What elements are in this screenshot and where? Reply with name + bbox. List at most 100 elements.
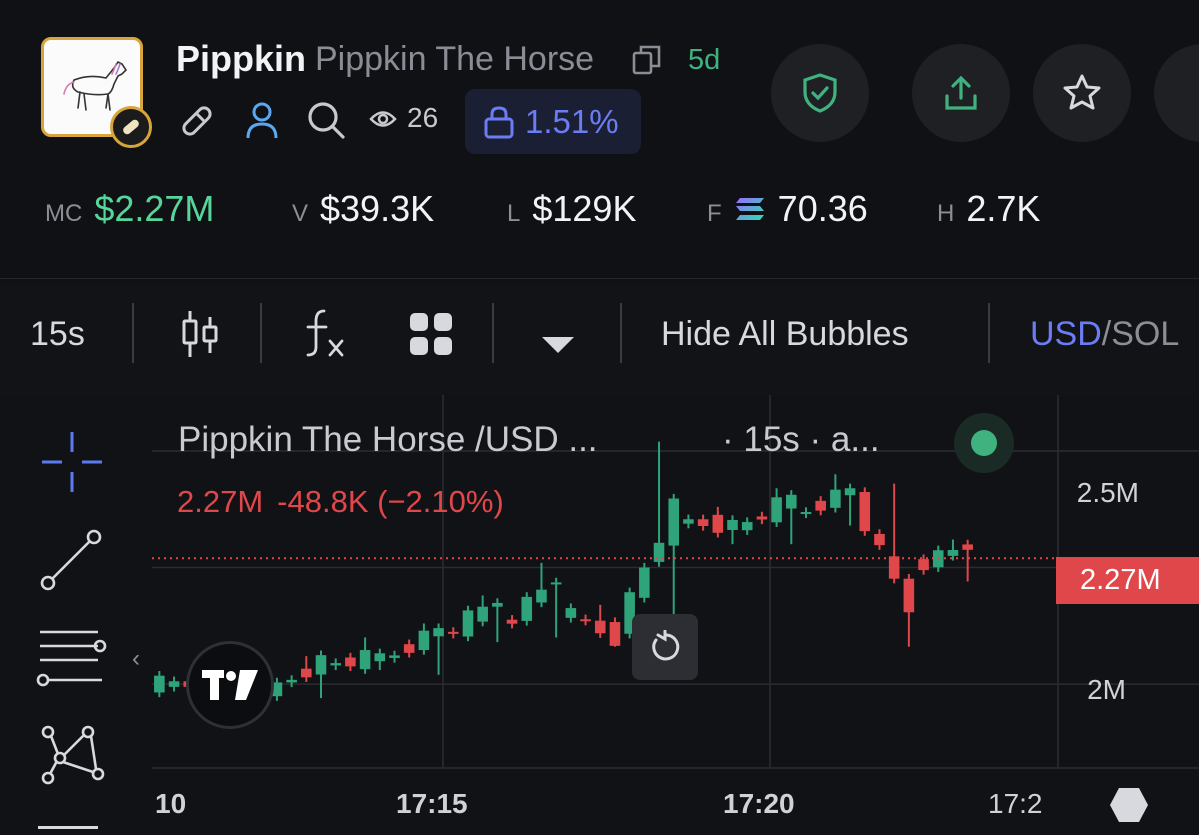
candle-body — [609, 622, 621, 646]
candle-body — [844, 488, 856, 496]
candle-body — [624, 592, 635, 634]
candle-body — [800, 512, 812, 515]
collapse-toolbar-icon[interactable]: ‹ — [132, 645, 140, 672]
toolbar-separator — [492, 303, 494, 363]
candle-body — [683, 519, 694, 524]
candle-body — [389, 655, 400, 658]
lock-icon — [484, 105, 514, 138]
stat-label: L — [507, 200, 521, 227]
currency-toggle[interactable]: USD/SOL — [1030, 315, 1179, 354]
candle-body — [403, 644, 415, 653]
candle-body — [271, 682, 283, 697]
y-axis-label: 2.5M — [1076, 477, 1139, 508]
candle-body — [918, 559, 929, 571]
stat-market-cap: MC $2.27M — [45, 188, 214, 230]
tradingview-logo-icon[interactable] — [186, 641, 274, 729]
dev-user-icon[interactable] — [244, 100, 280, 145]
upload-icon — [945, 75, 977, 110]
candle-body — [345, 657, 356, 667]
header-divider — [0, 278, 1199, 279]
stat-value: 2.7K — [966, 188, 1041, 229]
stat-value: $39.3K — [320, 188, 435, 229]
share-button[interactable] — [912, 44, 1010, 142]
candle-body — [550, 582, 562, 585]
trend-line-tool-icon[interactable] — [38, 527, 104, 598]
search-icon[interactable] — [306, 100, 346, 145]
stat-label: V — [292, 200, 309, 227]
candle-body — [771, 497, 782, 523]
legend-change: -48.8K (−2.10%) — [277, 484, 504, 519]
candle-body — [154, 675, 165, 693]
interval-selector[interactable]: 15s — [30, 315, 85, 353]
currency-sol: SOL — [1111, 315, 1180, 353]
candle-body — [962, 544, 973, 550]
candle-body — [653, 542, 665, 562]
candle-body — [477, 606, 488, 622]
chart-settings-icon[interactable] — [1108, 786, 1150, 829]
chart-subtitle: · 15s · a... — [722, 420, 880, 459]
candle-body — [580, 619, 591, 622]
stat-value: 70.36 — [777, 188, 868, 229]
candle-body — [286, 679, 297, 683]
locked-percent: 1.51% — [525, 102, 619, 140]
candle-body — [301, 668, 312, 678]
candle-body — [786, 494, 797, 509]
indicators-icon[interactable] — [304, 307, 348, 368]
fib-tool-icon[interactable] — [34, 626, 108, 693]
candle-body — [668, 498, 680, 546]
copy-icon[interactable] — [632, 44, 662, 81]
current-price-tag: 2.27M — [1056, 557, 1199, 604]
candle-body — [741, 522, 753, 531]
more-tools-indicator — [38, 826, 98, 829]
token-avatar[interactable] — [41, 37, 143, 137]
candlestick-chart[interactable] — [0, 395, 1199, 835]
stat-volume: V $39.3K — [292, 188, 434, 230]
candle-body — [947, 550, 959, 556]
currency-usd: USD — [1030, 315, 1102, 353]
reset-chart-button[interactable] — [632, 614, 698, 680]
stat-liquidity: L $129K — [507, 188, 636, 230]
pattern-tool-icon[interactable] — [38, 724, 108, 793]
shield-check-icon — [803, 73, 837, 113]
candle-body — [492, 602, 503, 607]
x-axis-label: 17:20 — [723, 788, 795, 819]
chevron-down-icon[interactable] — [540, 325, 576, 364]
candle-body — [712, 514, 724, 533]
toolbar-separator — [620, 303, 622, 363]
partial-icon — [1183, 73, 1199, 113]
more-action-button[interactable] — [1154, 44, 1199, 142]
candle-body — [697, 519, 709, 527]
locked-supply-badge[interactable]: 1.51% — [465, 89, 641, 154]
candle-body — [888, 556, 900, 579]
candle-body — [815, 500, 826, 511]
market-status-indicator[interactable] — [954, 413, 1014, 473]
link-icon[interactable] — [178, 102, 216, 145]
live-dot — [971, 430, 997, 456]
candle-body — [536, 589, 547, 603]
favorite-button[interactable] — [1033, 44, 1131, 142]
horse-image — [63, 60, 128, 111]
candle-body — [433, 628, 444, 637]
refresh-icon — [652, 630, 680, 661]
toolbar-separator — [132, 303, 134, 363]
stat-holders: H 2.7K — [937, 188, 1040, 230]
candle-body — [874, 533, 885, 546]
security-check-button[interactable] — [771, 44, 869, 142]
toolbar-separator — [988, 303, 990, 363]
stat-label: H — [937, 200, 955, 227]
x-axis-label: 17:2 — [988, 788, 1043, 819]
candle-body — [565, 608, 577, 618]
crosshair-tool-icon[interactable] — [40, 430, 104, 499]
currency-separator: / — [1101, 315, 1112, 353]
pill-badge-icon — [110, 106, 152, 148]
candle-body — [859, 491, 871, 532]
candle-type-icon[interactable] — [180, 309, 220, 368]
candle-body — [506, 619, 518, 624]
chart-legend: 2.27M -48.8K (−2.10%) — [177, 484, 518, 520]
toolbar-separator — [260, 303, 262, 363]
x-axis-label: 10 — [155, 788, 187, 819]
hide-bubbles-button[interactable]: Hide All Bubbles — [661, 315, 909, 353]
token-symbol: Pippkin — [176, 38, 307, 79]
candle-body — [830, 489, 841, 508]
layout-grid-icon[interactable] — [408, 311, 454, 366]
